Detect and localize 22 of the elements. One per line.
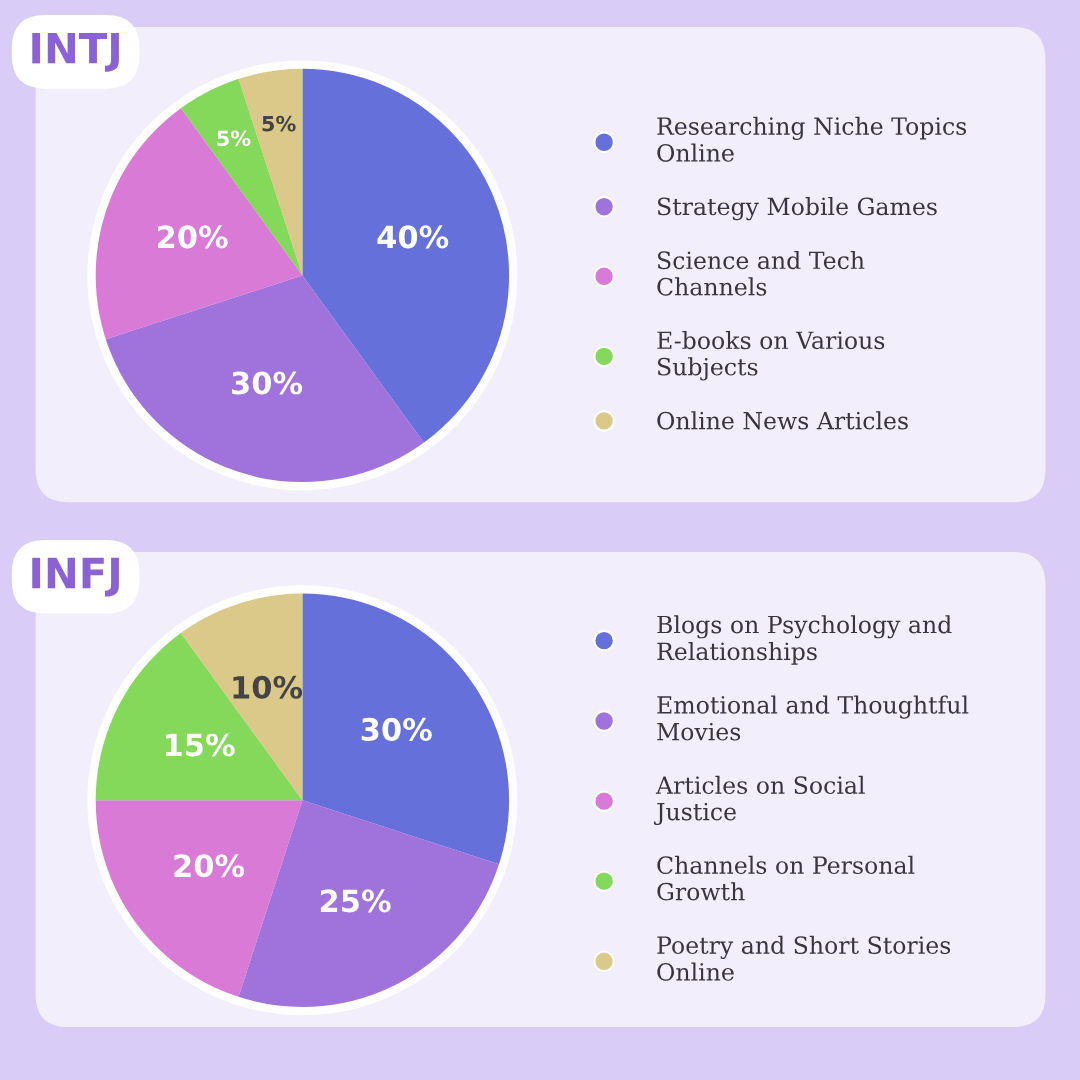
data-label: 25%	[320, 889, 391, 913]
legend-label: Online News Articles	[657, 411, 908, 430]
data-label: 5%	[262, 115, 296, 132]
legend-label: Science and Tech Channels	[657, 250, 865, 296]
legend-label: Researching Niche Topics Online	[657, 116, 967, 162]
data-label: 20%	[157, 225, 228, 249]
legend-label: Poetry and Short Stories Online	[657, 935, 951, 981]
legend-label: Emotional and Thoughtful Movies	[657, 695, 969, 741]
legend-label: Channels on Personal Growth	[657, 855, 915, 901]
legend-label: Articles on Social Justice	[654, 775, 865, 826]
data-label: 15%	[165, 733, 235, 757]
slice-label: Blogs on Psychology and Relationships	[657, 615, 952, 665]
chart-title: INTJ	[32, 32, 119, 72]
legend-label: E-books on Various Subjects	[657, 330, 885, 381]
data-label: 30%	[361, 717, 432, 741]
data-label: 20%	[174, 854, 245, 878]
data-label: 30%	[232, 371, 303, 395]
data-label: 10%	[233, 675, 303, 699]
data-label: 5%	[217, 130, 251, 147]
chart-title: INFJ	[32, 557, 119, 597]
data-label: 40%	[377, 225, 449, 249]
legend-label: Strategy Mobile Games	[658, 197, 937, 221]
